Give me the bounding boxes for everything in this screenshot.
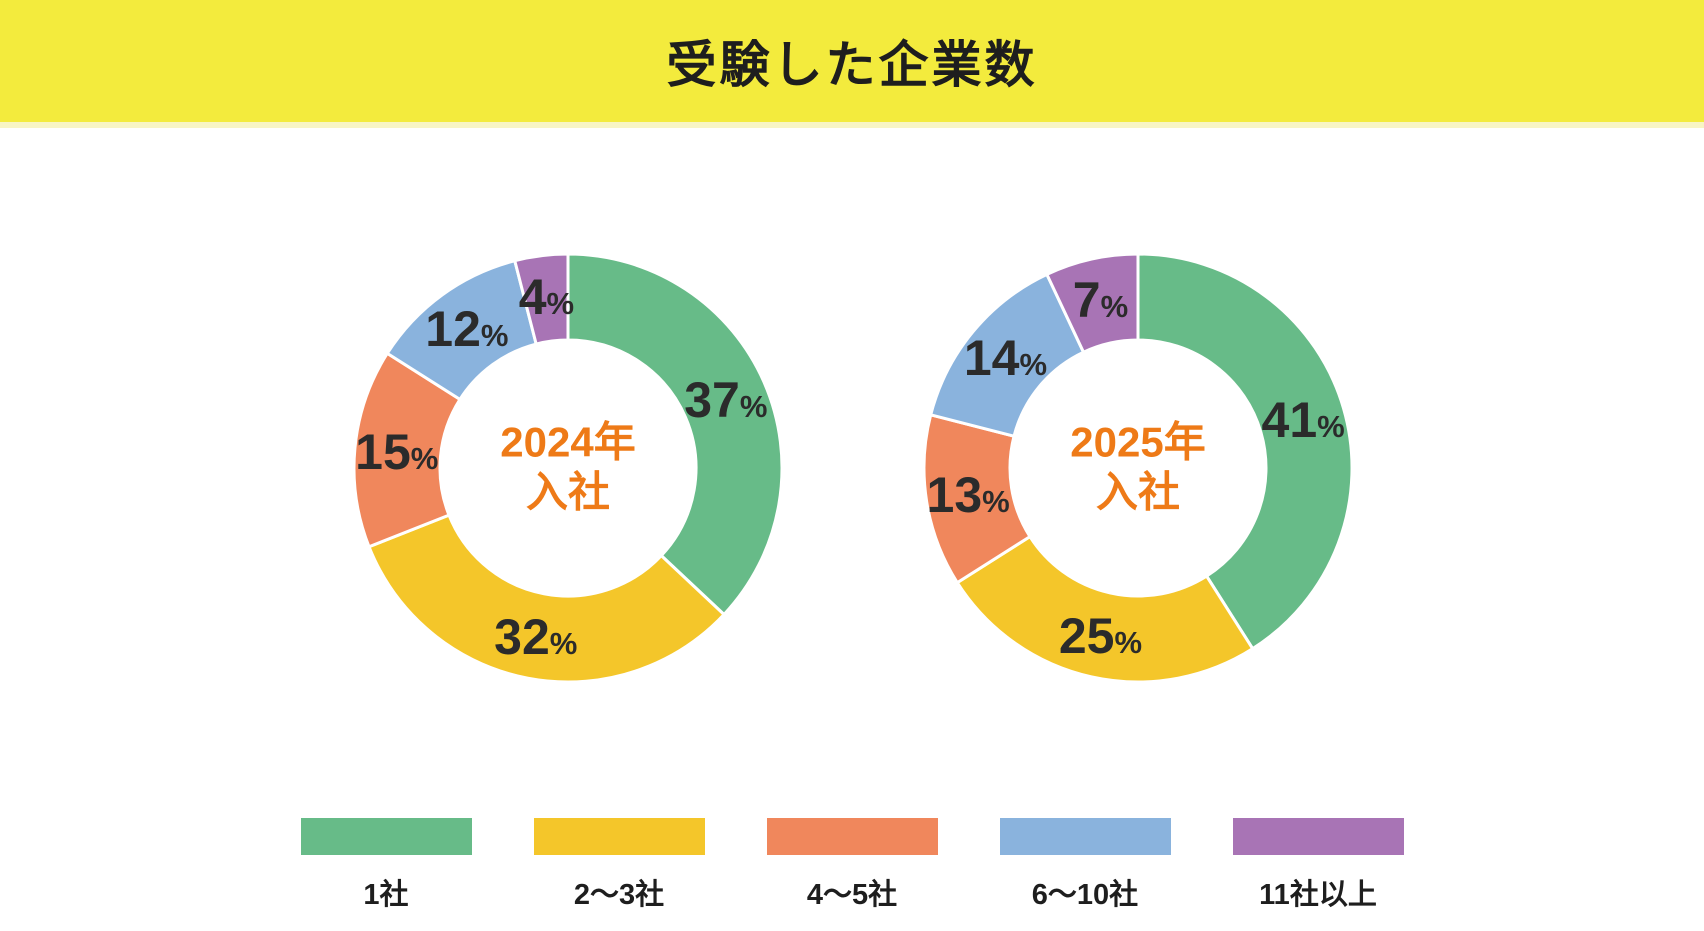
legend-label: 1社: [363, 879, 409, 911]
segment-label-2025-2-3sha: 25%: [1059, 611, 1142, 661]
percent-sign: %: [1100, 289, 1129, 325]
donut-segment: [1045, 252, 1140, 354]
legend-label: 4～5社: [806, 879, 898, 911]
percent-sign: %: [480, 317, 509, 353]
donut-center-label-2024: 2024年 入社: [500, 418, 635, 519]
segment-label-2025-11sha-over: 7%: [1073, 275, 1128, 325]
segment-label-2024-2-3sha: 32%: [494, 612, 577, 662]
page-title: 受験した企業数: [666, 37, 1038, 93]
donut-chart-2024-svg: [352, 252, 784, 684]
donut-chart-2024: 2024年 入社 37% 32% 15% 12% 4%: [348, 248, 788, 688]
segment-label-2024-1sha: 37%: [684, 375, 767, 425]
percent-number: 41: [1261, 392, 1318, 448]
percent-number: 13: [926, 466, 983, 523]
segment-label-2025-1sha: 41%: [1262, 395, 1345, 445]
donut-chart-2025-svg: [922, 252, 1354, 684]
legend-item-1sha: 1社: [300, 818, 472, 913]
legend-label: 11社以上: [1259, 879, 1377, 911]
percent-sign: %: [1114, 624, 1143, 660]
donut-segment: [513, 252, 570, 346]
segment-label-2025-6-10sha: 14%: [964, 333, 1047, 383]
center-word-2025: 入社: [1095, 469, 1180, 516]
segment-label-2024-6-10sha: 12%: [425, 304, 508, 354]
center-year-2025: 2025年: [1070, 418, 1206, 466]
percent-sign: %: [546, 286, 575, 322]
legend-swatch-green: [300, 818, 472, 855]
percent-sign: %: [982, 483, 1010, 519]
legend-swatch-yellow: [533, 818, 705, 855]
segment-label-2024-11sha-over: 4%: [519, 272, 574, 322]
donut-segment: [367, 513, 726, 684]
title-banner: 受験した企業数: [0, 0, 1704, 128]
legend-swatch-purple: [1232, 818, 1404, 855]
percent-number: 12: [425, 300, 481, 357]
percent-number: 15: [355, 423, 411, 480]
percent-number: 4: [518, 269, 547, 326]
segment-label-2025-4-5sha: 13%: [927, 470, 1010, 520]
donut-chart-2025: 2025年 入社 41% 25% 13% 14% 7%: [918, 248, 1358, 688]
legend-item-6-10sha: 6～10社: [999, 818, 1171, 913]
percent-sign: %: [739, 388, 768, 424]
legend-swatch-blue: [999, 818, 1171, 855]
percent-sign: %: [549, 625, 578, 661]
legend-item-11sha-over: 11社以上: [1232, 818, 1404, 913]
center-word-2024: 入社: [525, 469, 610, 516]
legend-label: 2～3社: [573, 879, 665, 911]
donut-segment: [955, 535, 1255, 684]
donut-segment: [566, 252, 784, 616]
segment-label-2024-4-5sha: 15%: [355, 427, 438, 477]
percent-sign: %: [1317, 409, 1345, 444]
donut-segment: [1136, 252, 1354, 651]
legend-item-2-3sha: 2～3社: [533, 818, 705, 913]
percent-sign: %: [410, 440, 439, 476]
chart-legend: 1社 2～3社 4～5社 6～10社 11社以上: [0, 818, 1704, 913]
percent-sign: %: [1019, 347, 1048, 383]
center-year-2024: 2024年: [500, 418, 636, 466]
percent-number: 32: [494, 608, 550, 665]
percent-number: 14: [963, 330, 1020, 387]
legend-label: 6～10社: [1031, 879, 1139, 911]
percent-number: 37: [684, 371, 740, 428]
donut-center-label-2025: 2025年 入社: [1070, 418, 1205, 519]
percent-number: 25: [1058, 607, 1115, 664]
legend-swatch-orange: [766, 818, 938, 855]
percent-number: 7: [1072, 272, 1101, 329]
legend-item-4-5sha: 4～5社: [766, 818, 938, 913]
